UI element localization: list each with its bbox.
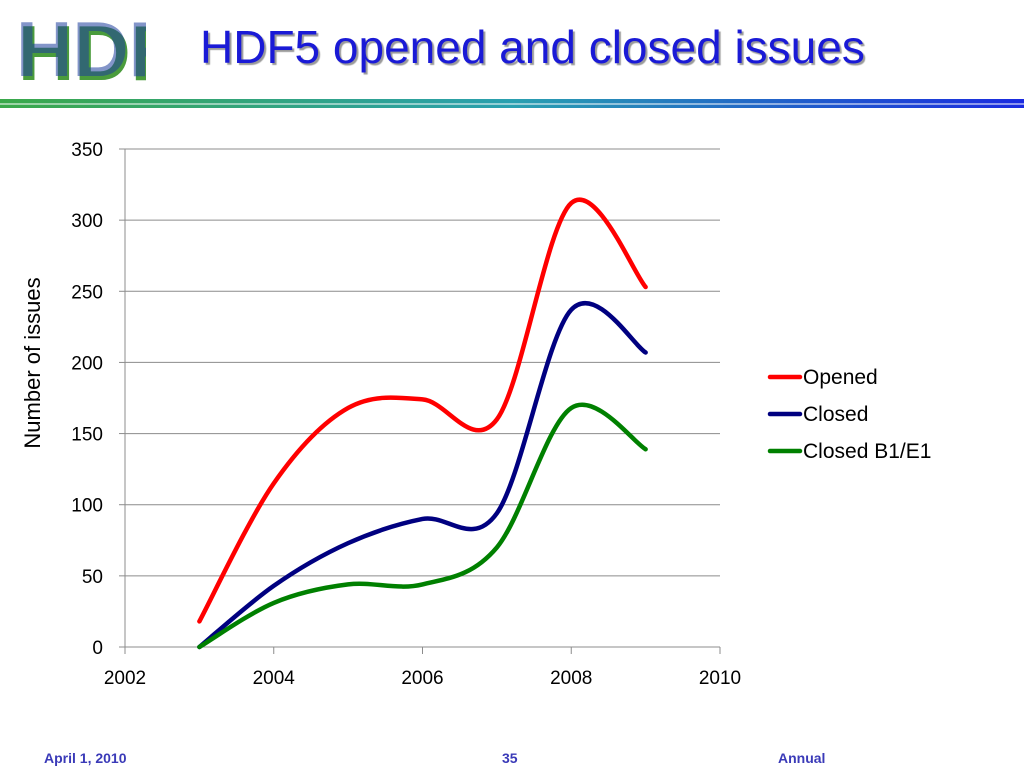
footer-date: April 1, 2010	[44, 750, 127, 766]
x-tick-label: 2010	[699, 668, 741, 689]
y-tick-label: 100	[71, 496, 103, 517]
footer-page-number: 35	[502, 750, 518, 766]
y-axis-label: Number of issues	[20, 277, 45, 448]
y-tick-label: 250	[71, 282, 103, 303]
y-tick-label: 150	[71, 425, 103, 446]
issues-line-chart: 0 50 100 150 200 250 300 350 2002 2004 2006 2008 201…	[20, 140, 931, 689]
x-tick-label: 2006	[401, 668, 443, 689]
y-tick-label: 350	[71, 140, 103, 161]
x-tick-label: 2008	[550, 668, 592, 689]
legend-label: Closed B1/E1	[803, 440, 931, 463]
y-tick-label: 50	[82, 567, 103, 588]
x-tick-label: 2002	[104, 668, 146, 689]
title-divider	[0, 99, 1024, 108]
x-tick-label: 2004	[253, 668, 296, 689]
svg-text:HDF: HDF	[16, 14, 146, 90]
series-line-closed	[197, 300, 648, 650]
y-tick-label: 200	[71, 353, 103, 374]
y-tick-label: 300	[71, 211, 103, 232]
footer-event: Annual	[778, 750, 826, 766]
legend-label: Closed	[803, 403, 868, 426]
slide-title: HDF5 opened and closed issues	[200, 21, 865, 73]
series-layer	[197, 197, 648, 650]
hdf-logo: HDF HDF	[16, 14, 146, 90]
legend: Opened Closed Closed B1/E1	[767, 366, 931, 463]
svg-text:HDF: HDF	[18, 14, 146, 90]
axis-layer: 0 50 100 150 200 250 300 350 2002 2004 2006 2008 201…	[71, 140, 741, 689]
series-line-closed-b1-e1	[197, 402, 648, 650]
series-line-opened	[197, 197, 648, 624]
legend-label: Opened	[803, 366, 878, 389]
y-tick-label: 0	[92, 638, 103, 659]
